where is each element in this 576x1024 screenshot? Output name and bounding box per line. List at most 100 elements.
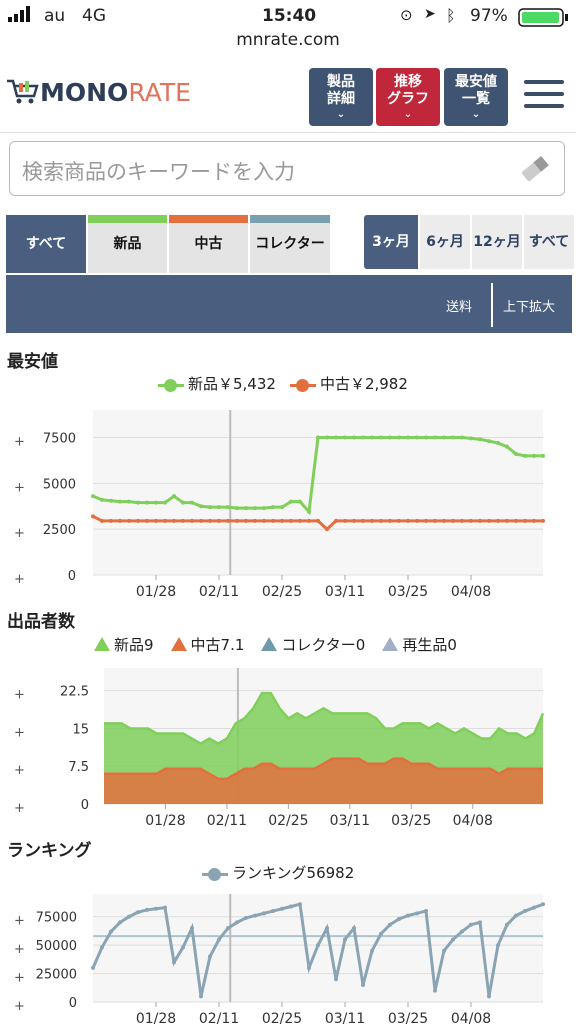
header-button-line1: 製品 bbox=[327, 74, 355, 90]
y-tick-label: 15 bbox=[72, 722, 89, 737]
data-point bbox=[199, 994, 203, 999]
condition-tab-2[interactable]: 中古 bbox=[169, 215, 248, 273]
hamburger-menu-icon[interactable] bbox=[524, 80, 564, 114]
period-tab-label: 3ヶ月 bbox=[372, 234, 410, 250]
data-point bbox=[424, 518, 428, 523]
data-point bbox=[406, 518, 410, 523]
price-chart[interactable]: 0 +2500 +5000 +7500 +01/28 02/11 02/25 03/11 03/… bbox=[0, 398, 576, 598]
period-tab-2[interactable]: 12ヶ月 bbox=[472, 215, 522, 269]
y-tick-label: 0 bbox=[69, 996, 77, 1011]
ranking-chart[interactable]: 0 +25000 +50000 +75000 +01/28 02/11 02/25 03/11… bbox=[0, 884, 576, 1024]
cart-icon bbox=[6, 78, 40, 110]
data-point bbox=[388, 922, 392, 927]
header-button-2[interactable]: 最安値 一覧 ⌄ bbox=[444, 68, 508, 126]
data-point bbox=[127, 499, 131, 504]
data-point bbox=[496, 441, 500, 445]
condition-tab-0[interactable]: すべて bbox=[6, 215, 86, 273]
data-point bbox=[523, 518, 527, 523]
legend-item[interactable]: 新品￥5,432 bbox=[158, 375, 276, 393]
legend-item[interactable]: 再生品0 bbox=[381, 636, 457, 654]
data-point bbox=[217, 518, 221, 523]
logo[interactable]: MONORATE bbox=[6, 78, 191, 110]
data-point bbox=[298, 499, 302, 504]
data-point bbox=[190, 926, 194, 931]
period-tab-0[interactable]: 3ヶ月 bbox=[364, 215, 418, 269]
condition-tab-label: コレクター bbox=[255, 236, 325, 252]
plus-icon: + bbox=[14, 971, 25, 986]
data-point bbox=[406, 435, 410, 440]
url-bar[interactable]: mnrate.com bbox=[236, 30, 340, 50]
data-point bbox=[469, 518, 473, 523]
data-point bbox=[514, 452, 518, 456]
legend-label: 新品￥5,432 bbox=[188, 375, 276, 393]
data-point bbox=[433, 518, 437, 523]
data-point bbox=[469, 922, 473, 927]
legend-item[interactable]: 中古￥2,982 bbox=[289, 375, 408, 393]
condition-tab-3[interactable]: コレクター bbox=[250, 215, 330, 273]
data-point bbox=[235, 920, 239, 925]
data-point bbox=[307, 518, 311, 523]
data-point bbox=[361, 435, 365, 440]
x-tick-label: 03/25 bbox=[391, 813, 431, 829]
search-input[interactable]: 検索商品のキーワードを入力 bbox=[9, 141, 565, 196]
data-point bbox=[379, 435, 383, 440]
x-tick-label: 04/08 bbox=[453, 813, 493, 829]
signal-icon bbox=[8, 5, 36, 28]
shipping-toggle[interactable]: 送料 bbox=[446, 300, 473, 315]
legend-item[interactable]: ランキング56982 bbox=[202, 864, 354, 882]
period-tab-label: すべて bbox=[528, 234, 570, 250]
data-point bbox=[172, 518, 176, 523]
battery-icon bbox=[518, 8, 572, 33]
x-tick-label: 01/28 bbox=[136, 584, 176, 598]
data-point bbox=[316, 943, 320, 948]
header-button-1[interactable]: 推移 グラフ ⌄ bbox=[376, 68, 440, 126]
tab-color-bar bbox=[169, 215, 248, 223]
lock-rotation-icon: ⊙ bbox=[400, 6, 413, 24]
data-point bbox=[181, 500, 185, 505]
data-point bbox=[424, 909, 428, 914]
header-button-line2: グラフ bbox=[387, 91, 429, 107]
data-point bbox=[505, 444, 509, 449]
data-point bbox=[343, 518, 347, 523]
x-tick-label: 03/11 bbox=[325, 1011, 365, 1024]
legend-item[interactable]: 中古7.1 bbox=[170, 636, 244, 654]
eraser-icon[interactable] bbox=[518, 152, 552, 190]
legend-item[interactable]: コレクター0 bbox=[260, 636, 365, 654]
y-tick-label: 22.5 bbox=[60, 685, 89, 700]
data-point bbox=[316, 435, 320, 440]
data-point bbox=[433, 435, 437, 440]
legend-label: コレクター0 bbox=[281, 636, 366, 654]
data-point bbox=[226, 505, 230, 510]
data-point bbox=[244, 518, 248, 523]
data-point bbox=[280, 505, 284, 510]
x-tick-label: 02/25 bbox=[262, 584, 302, 598]
condition-tab-1[interactable]: 新品 bbox=[88, 215, 167, 273]
header-button-0[interactable]: 製品 詳細 ⌄ bbox=[309, 68, 373, 126]
data-point bbox=[478, 518, 482, 523]
data-point bbox=[145, 500, 149, 505]
data-point bbox=[208, 518, 212, 523]
data-point bbox=[280, 518, 284, 523]
legend-marker-icon bbox=[202, 867, 228, 881]
data-point bbox=[271, 518, 275, 523]
data-point bbox=[253, 506, 257, 511]
x-tick-label: 02/11 bbox=[199, 584, 239, 598]
x-tick-label: 03/25 bbox=[388, 1011, 428, 1024]
data-point bbox=[316, 518, 320, 523]
data-point bbox=[361, 982, 365, 987]
period-tab-3[interactable]: すべて bbox=[524, 215, 574, 269]
plus-icon: + bbox=[14, 801, 25, 816]
chevron-down-icon: ⌄ bbox=[336, 109, 346, 120]
data-point bbox=[397, 917, 401, 922]
data-point bbox=[388, 518, 392, 523]
data-point bbox=[199, 504, 203, 509]
period-tab-label: 6ヶ月 bbox=[426, 234, 464, 250]
legend-item[interactable]: 新品9 bbox=[93, 636, 154, 654]
data-point bbox=[325, 527, 329, 532]
data-point bbox=[397, 435, 401, 440]
data-point bbox=[307, 965, 311, 970]
period-tab-1[interactable]: 6ヶ月 bbox=[420, 215, 470, 269]
zoom-toggle[interactable]: 上下拡大 bbox=[503, 300, 556, 315]
data-point bbox=[424, 435, 428, 440]
sellers-chart[interactable]: 0 +7.5 +15 +22.5 +01/28 02/11 02/25 03/11 03/25 0… bbox=[0, 660, 576, 830]
